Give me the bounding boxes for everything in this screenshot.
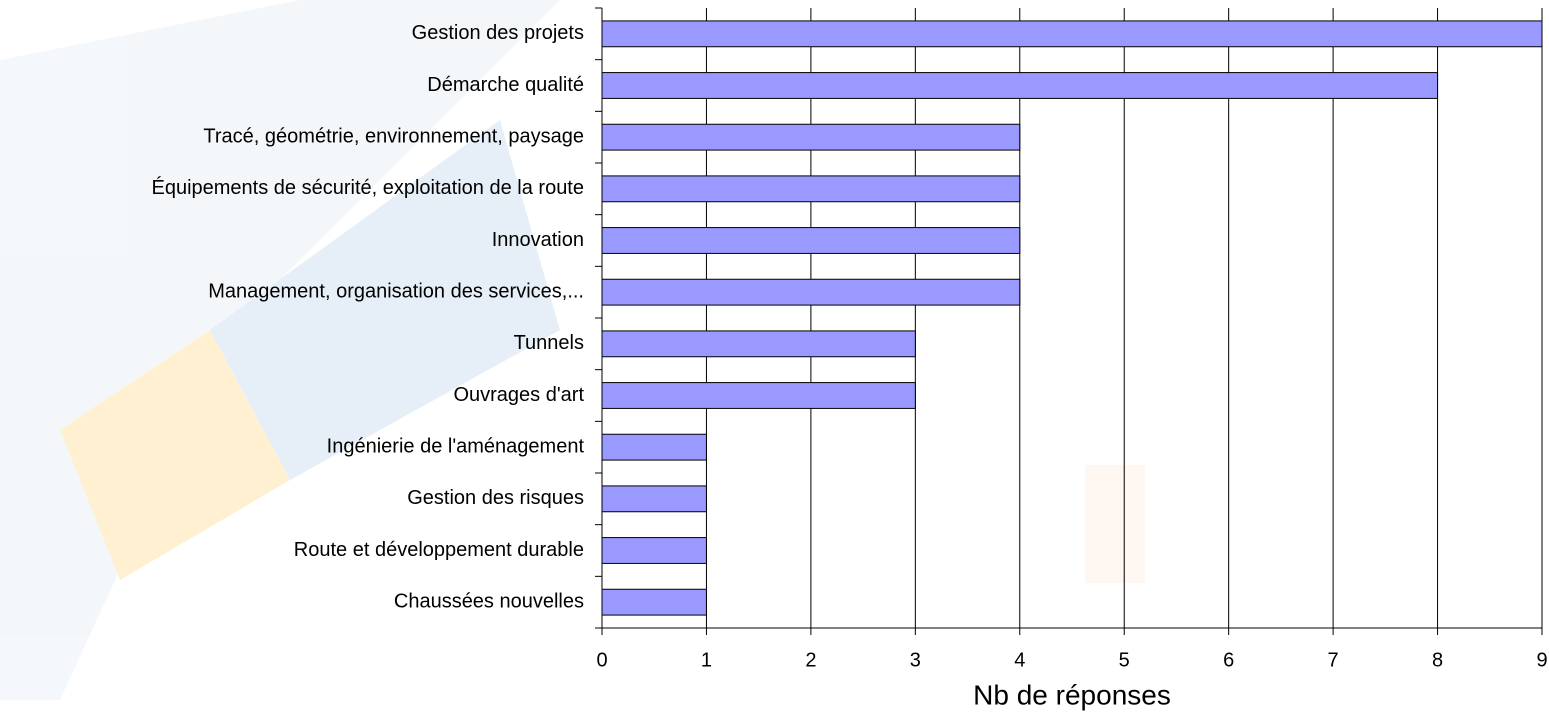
bar <box>602 228 1020 254</box>
x-tick-label: 0 <box>596 649 607 671</box>
y-tick-label: Route et développement durable <box>294 539 584 561</box>
x-tick-label: 4 <box>1014 649 1025 671</box>
bar <box>602 73 1438 99</box>
x-tick-label: 7 <box>1328 649 1339 671</box>
page: Nb de réponses 0 1 2 3 4 5 6 7 8 9 Gestion des pro… <box>0 0 1549 716</box>
bar <box>602 434 706 460</box>
y-tick-label: Démarche qualité <box>427 74 584 96</box>
y-tick-label: Gestion des projets <box>412 22 584 44</box>
y-tick-label: Équipements de sécurité, exploitation de… <box>152 176 585 199</box>
y-tick-label: Tracé, géométrie, environnement, paysage <box>203 125 584 147</box>
y-tick-label: Ingénierie de l'aménagement <box>327 435 585 457</box>
bar <box>602 124 1020 150</box>
bar <box>602 589 706 615</box>
x-tick-label: 5 <box>1119 649 1130 671</box>
bar <box>602 538 706 564</box>
y-tick-label: Chaussées nouvelles <box>394 590 584 612</box>
x-tick-label: 8 <box>1432 649 1443 671</box>
y-tick-label: Management, organisation des services,..… <box>208 280 584 302</box>
x-tick-label: 2 <box>805 649 816 671</box>
y-tick-label: Innovation <box>492 229 584 251</box>
bar <box>602 486 706 512</box>
x-tick-label: 1 <box>701 649 712 671</box>
y-tick-label: Tunnels <box>514 332 584 354</box>
y-tick-label: Ouvrages d'art <box>453 384 584 406</box>
chart: Nb de réponses 0 1 2 3 4 5 6 7 8 9 Gestion des pro… <box>0 0 1549 716</box>
bar <box>602 176 1020 202</box>
x-axis-title: Nb de réponses <box>973 679 1171 710</box>
watermark-shape <box>1085 465 1145 583</box>
y-tick-label: Gestion des risques <box>407 487 584 509</box>
bar <box>602 279 1020 305</box>
x-tick-label: 9 <box>1536 649 1547 671</box>
bar <box>602 21 1542 47</box>
bar <box>602 383 915 409</box>
bar <box>602 331 915 357</box>
x-tick-label: 6 <box>1223 649 1234 671</box>
x-tick-label: 3 <box>910 649 921 671</box>
